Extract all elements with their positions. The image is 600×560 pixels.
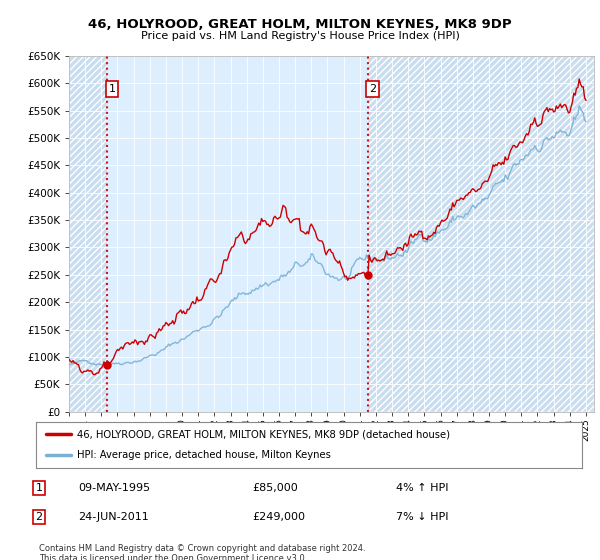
Text: 46, HOLYROOD, GREAT HOLM, MILTON KEYNES, MK8 9DP: 46, HOLYROOD, GREAT HOLM, MILTON KEYNES,… [88,18,512,31]
Bar [368,56,594,412]
Text: 4% ↑ HPI: 4% ↑ HPI [396,483,449,493]
Text: £85,000: £85,000 [252,483,298,493]
Text: 2: 2 [369,84,376,94]
Text: 46, HOLYROOD, GREAT HOLM, MILTON KEYNES, MK8 9DP (detached house): 46, HOLYROOD, GREAT HOLM, MILTON KEYNES,… [77,429,450,439]
Text: 2: 2 [35,512,43,522]
Text: 1: 1 [109,84,115,94]
Text: 1: 1 [35,483,43,493]
Text: Contains HM Land Registry data © Crown copyright and database right 2024.: Contains HM Land Registry data © Crown c… [39,544,365,553]
Text: HPI: Average price, detached house, Milton Keynes: HPI: Average price, detached house, Milt… [77,450,331,460]
Bar [69,56,107,412]
Text: 7% ↓ HPI: 7% ↓ HPI [396,512,449,522]
Text: £249,000: £249,000 [252,512,305,522]
Bar [69,56,107,412]
Bar [368,56,594,412]
Text: 09-MAY-1995: 09-MAY-1995 [78,483,150,493]
Text: This data is licensed under the Open Government Licence v3.0.: This data is licensed under the Open Gov… [39,554,307,560]
Text: 24-JUN-2011: 24-JUN-2011 [78,512,149,522]
Text: Price paid vs. HM Land Registry's House Price Index (HPI): Price paid vs. HM Land Registry's House … [140,31,460,41]
